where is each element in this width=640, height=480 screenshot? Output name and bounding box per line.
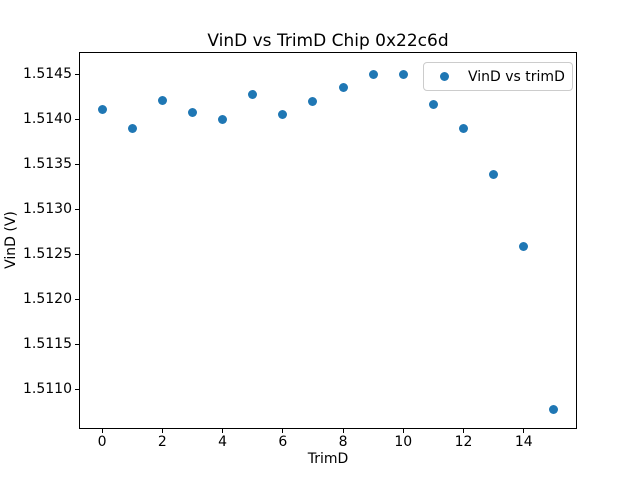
scatter-point bbox=[519, 242, 529, 252]
x-tick-label: 10 bbox=[394, 433, 413, 450]
scatter-point bbox=[218, 115, 228, 125]
y-tick-mark bbox=[75, 254, 79, 256]
x-tick-mark bbox=[282, 429, 284, 433]
y-tick-mark bbox=[75, 119, 79, 121]
y-tick-label: 1.5110 bbox=[23, 381, 72, 398]
y-tick-label: 1.5145 bbox=[23, 66, 72, 83]
y-tick-mark bbox=[75, 164, 79, 166]
y-tick-mark bbox=[75, 74, 79, 76]
x-tick-mark bbox=[161, 429, 163, 433]
scatter-point bbox=[398, 70, 408, 80]
y-tick-label: 1.5135 bbox=[23, 156, 72, 173]
x-tick-mark bbox=[101, 429, 103, 433]
x-tick-label: 6 bbox=[278, 433, 288, 450]
scatter-point bbox=[127, 124, 137, 134]
legend: VinD vs trimD bbox=[423, 62, 573, 91]
y-tick-label: 1.5115 bbox=[23, 336, 72, 353]
scatter-point bbox=[187, 108, 197, 118]
scatter-point bbox=[97, 104, 107, 114]
x-tick-mark bbox=[523, 429, 525, 433]
x-tick-label: 4 bbox=[218, 433, 228, 450]
scatter-point bbox=[549, 405, 559, 415]
y-tick-mark bbox=[75, 299, 79, 301]
scatter-point bbox=[489, 170, 499, 180]
scatter-point bbox=[338, 83, 348, 93]
legend-label: VinD vs trimD bbox=[468, 68, 565, 85]
chart-title: VinD vs TrimD Chip 0x22c6d bbox=[207, 31, 449, 51]
x-tick-label: 12 bbox=[454, 433, 473, 450]
x-tick-mark bbox=[463, 429, 465, 433]
y-tick-mark bbox=[75, 209, 79, 211]
scatter-point bbox=[308, 96, 318, 106]
y-tick-label: 1.5125 bbox=[23, 246, 72, 263]
x-tick-mark bbox=[222, 429, 224, 433]
scatter-point bbox=[459, 123, 469, 133]
plot-area bbox=[79, 52, 577, 429]
x-tick-mark bbox=[402, 429, 404, 433]
y-tick-label: 1.5120 bbox=[23, 291, 72, 308]
scatter-point bbox=[278, 110, 288, 120]
x-tick-label: 2 bbox=[157, 433, 167, 450]
x-tick-label: 8 bbox=[338, 433, 348, 450]
x-tick-mark bbox=[342, 429, 344, 433]
y-tick-label: 1.5140 bbox=[23, 111, 72, 128]
x-axis-label: TrimD bbox=[307, 451, 349, 467]
scatter-point bbox=[368, 70, 378, 80]
y-tick-mark bbox=[75, 389, 79, 391]
x-tick-label: 14 bbox=[514, 433, 533, 450]
scatter-point bbox=[157, 95, 167, 105]
legend-marker-icon bbox=[440, 72, 449, 81]
y-tick-mark bbox=[75, 344, 79, 346]
scatter-point bbox=[248, 90, 258, 100]
scatter-point bbox=[428, 100, 438, 110]
x-tick-label: 0 bbox=[97, 433, 107, 450]
y-tick-label: 1.5130 bbox=[23, 201, 72, 218]
